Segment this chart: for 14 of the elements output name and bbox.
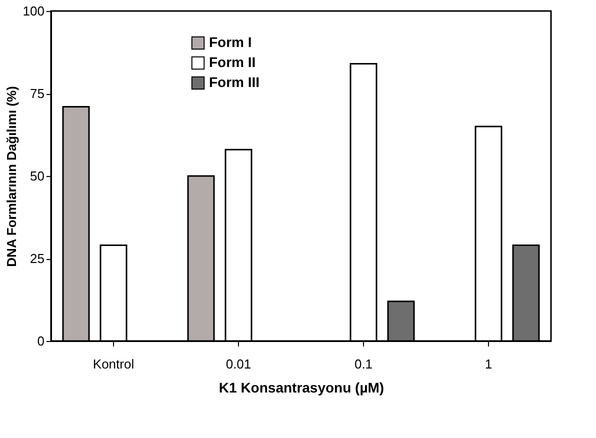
x-tick-label: 0.1 [354,356,373,372]
y-tick-label: 0 [37,334,44,348]
x-axis-title: K1 Konsantrasyonu (µM) [218,380,384,396]
y-tick-label: 75 [30,86,44,101]
x-tick-label: Kontrol [92,356,134,372]
y-axis-title: DNA Formlarının Dağılımı (%) [4,86,19,267]
legend-label: Form II [209,54,256,70]
legend-label: Form III [209,74,260,90]
y-tick-label: 25 [30,251,44,266]
y-tick-label: 50 [30,168,44,184]
x-tick-label: 1 [484,356,492,372]
legend-label: Form I [209,34,252,50]
y-tick-label: 100 [22,4,44,18]
x-tick-label: 0.01 [226,356,252,372]
